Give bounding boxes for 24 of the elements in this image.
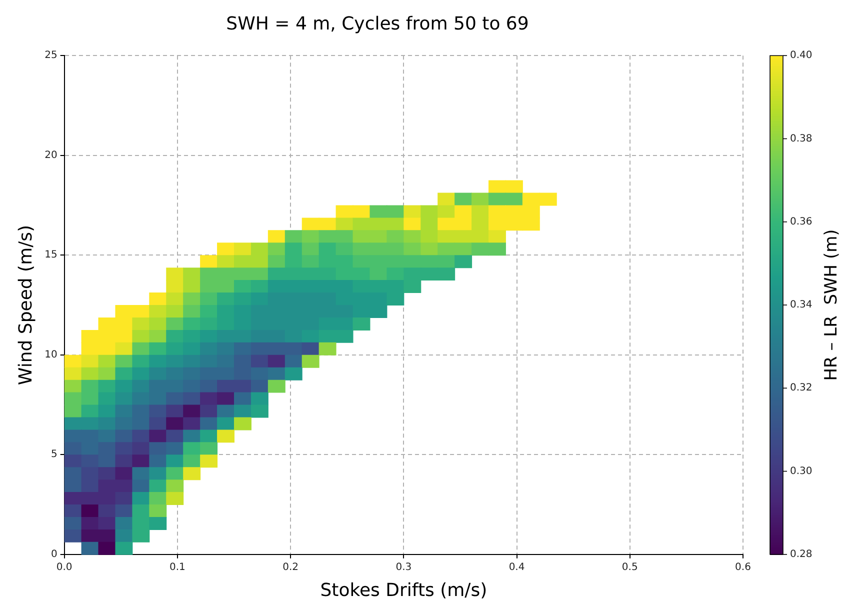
x-tick-label: 0.0 xyxy=(56,562,72,573)
x-tick-label: 0.5 xyxy=(622,562,638,573)
x-tick-label: 0.2 xyxy=(282,562,299,573)
y-tick-label: 0 xyxy=(50,548,58,560)
color-bar-title: HR – LR SWH (m) xyxy=(821,229,842,381)
color-bar-label: 0.36 xyxy=(790,216,812,228)
chart-title: SWH = 4 m, Cycles from 50 to 69 xyxy=(226,13,529,34)
color-bar-label: 0.32 xyxy=(790,382,812,394)
y-tick-label: 5 xyxy=(50,449,58,460)
x-tick-label: 0.3 xyxy=(396,562,412,573)
x-tick-label: 0.4 xyxy=(508,562,525,573)
color-bar-label: 0.40 xyxy=(790,50,812,62)
y-tick-label: 10 xyxy=(44,349,58,360)
x-axis-title: Stokes Drifts (m/s) xyxy=(320,580,488,601)
color-bar-label: 0.28 xyxy=(790,548,812,560)
color-bar-label: 0.38 xyxy=(790,133,812,144)
x-tick-label: 0.1 xyxy=(169,562,186,573)
x-tick-label: 0.6 xyxy=(735,562,751,573)
y-tick-label: 15 xyxy=(44,250,58,261)
y-tick-label: 20 xyxy=(44,150,58,161)
color-bar-label: 0.30 xyxy=(790,466,812,477)
y-tick-label: 25 xyxy=(44,50,58,62)
y-axis-title: Wind Speed (m/s) xyxy=(15,224,36,386)
color-bar-label: 0.34 xyxy=(790,300,812,311)
